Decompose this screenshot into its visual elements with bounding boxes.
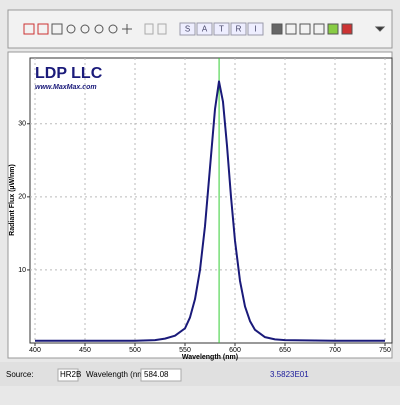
wavelength-value: 584.08: [144, 370, 169, 379]
mode-button-label: T: [219, 25, 224, 34]
y-axis-label: Radiant Flux (µW/nm): [9, 164, 16, 236]
source-label: Source:: [6, 370, 34, 379]
mode-button-label: I: [254, 25, 256, 34]
mode-button[interactable]: [213, 22, 230, 36]
dropdown-arrow[interactable]: [374, 26, 386, 32]
wavelength-field[interactable]: [140, 368, 182, 382]
tool-icon[interactable]: [94, 24, 104, 34]
mode-button[interactable]: [179, 22, 196, 36]
tool-icon[interactable]: [327, 23, 339, 35]
x-tick-label: 400: [29, 347, 41, 354]
tool-icon[interactable]: [80, 24, 90, 34]
tool-icon[interactable]: [144, 23, 154, 35]
chart-panel: [7, 51, 393, 359]
x-tick-label: 600: [229, 347, 241, 354]
logo-url: www.MaxMax.com: [35, 84, 97, 91]
source-value: HR2B: [60, 370, 81, 379]
x-tick-label: 650: [279, 347, 291, 354]
x-tick-label: 750: [379, 347, 391, 354]
mode-button-label: S: [185, 25, 190, 34]
tool-icon[interactable]: [108, 24, 118, 34]
tool-icon[interactable]: [285, 23, 297, 35]
tool-icon[interactable]: [51, 23, 63, 35]
mode-button-label: A: [202, 25, 208, 34]
tool-icon[interactable]: [66, 24, 76, 34]
x-tick-label: 500: [129, 347, 141, 354]
plot-area: [29, 57, 393, 344]
x-tick-label: 700: [329, 347, 341, 354]
tool-icons: [23, 23, 386, 35]
mode-button[interactable]: [196, 22, 213, 36]
tool-icon[interactable]: [341, 23, 353, 35]
tool-icon[interactable]: [122, 24, 132, 34]
y-tick-label: 10: [18, 267, 26, 274]
logo: LDP LLC: [35, 65, 103, 82]
mode-button[interactable]: [230, 22, 247, 36]
tool-icon[interactable]: [313, 23, 325, 35]
x-tick-label: 450: [79, 347, 91, 354]
mode-button[interactable]: [247, 22, 264, 36]
x-tick-label: 550: [179, 347, 191, 354]
tool-icon[interactable]: [23, 23, 35, 35]
reading: 3.5823E01: [270, 370, 309, 379]
y-tick-label: 30: [18, 121, 26, 128]
wavelength-label: Wavelength (nm):: [86, 370, 149, 379]
tool-icon[interactable]: [157, 23, 167, 35]
tool-icon[interactable]: [271, 23, 283, 35]
source-select[interactable]: [57, 368, 79, 382]
spectrum-line: [35, 80, 385, 342]
tool-icon[interactable]: [37, 23, 49, 35]
y-tick-label: 20: [18, 194, 26, 201]
tool-icon[interactable]: [299, 23, 311, 35]
x-axis-label: Wavelength (nm): [182, 354, 238, 361]
mode-button-label: R: [236, 25, 242, 34]
